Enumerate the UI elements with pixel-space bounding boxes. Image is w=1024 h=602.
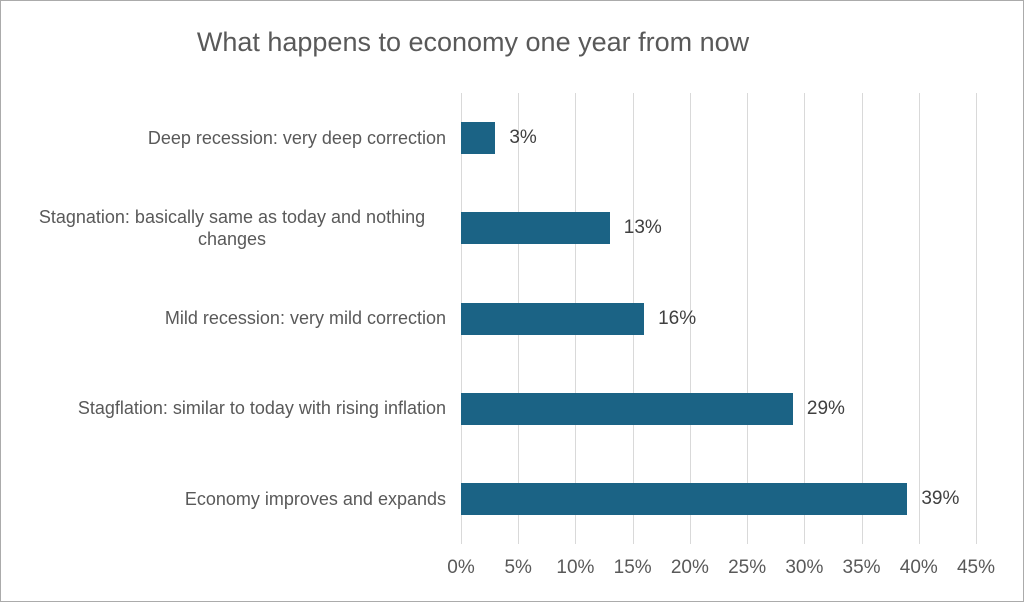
x-axis-tick-label: 5%: [504, 557, 532, 578]
bar: [461, 302, 645, 335]
x-axis-tick-label: 0%: [447, 557, 475, 578]
x-axis-tick-label: 45%: [956, 557, 996, 578]
chart-title: What happens to economy one year from no…: [196, 27, 750, 57]
category-label-text: Stagflation: similar to today with risin…: [77, 398, 446, 419]
x-axis-tick-label: 15%: [613, 557, 652, 578]
category-label-text: Economy improves and expands: [184, 488, 446, 509]
category-label-text: Mild recession: very mild correction: [164, 308, 446, 329]
x-axis-tick-label: 30%: [785, 557, 824, 578]
category-label: Deep recession: very deep correction: [16, 93, 446, 183]
gridline: [976, 93, 977, 544]
gridline: [861, 93, 863, 544]
bar: [461, 122, 496, 155]
data-label: 16%: [658, 307, 697, 329]
x-axis-tick-label: 20%: [670, 557, 709, 578]
gridline: [689, 93, 691, 544]
x-axis-tick-label: 40%: [899, 557, 938, 578]
bar: [461, 392, 793, 425]
gridline: [804, 93, 806, 544]
bar: [461, 212, 610, 245]
gridline: [918, 93, 920, 544]
data-label: 39%: [921, 487, 960, 509]
category-label: Stagnation: basically same as today and …: [16, 183, 446, 273]
category-label: Economy improves and expands: [16, 454, 446, 544]
x-axis-tick-label: 25%: [728, 557, 767, 578]
x-axis-tick-label: 10%: [556, 557, 595, 578]
bar: [461, 482, 908, 515]
data-label: 13%: [623, 217, 662, 239]
x-axis-tick-label: 35%: [842, 557, 881, 578]
category-label: Mild recession: very mild correction: [16, 273, 446, 363]
gridline: [747, 93, 749, 544]
data-label: 29%: [806, 397, 845, 419]
category-label-text: Stagnation: basically same as today and …: [38, 206, 426, 250]
data-label: 3%: [509, 127, 537, 149]
category-label-text: Deep recession: very deep correction: [147, 127, 446, 148]
category-label: Stagflation: similar to today with risin…: [16, 364, 446, 454]
